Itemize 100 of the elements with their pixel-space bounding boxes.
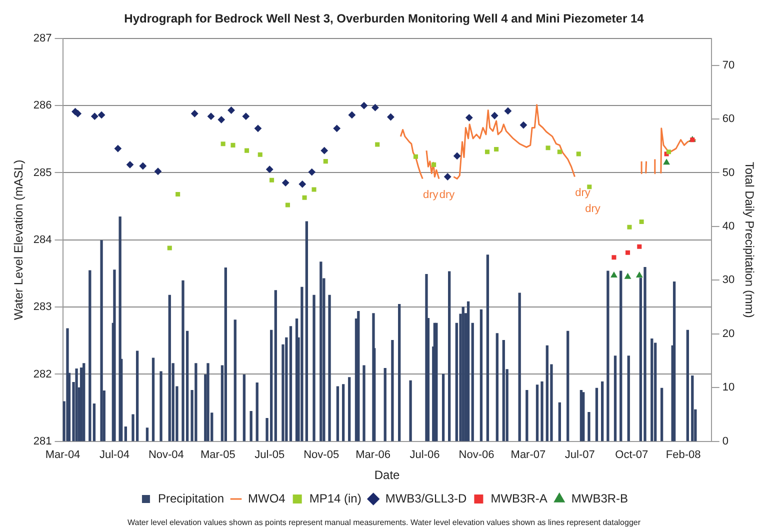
text: Water level elevation values shown as points represent manual measurements. Water level elevation values shown as lines represent datalogger — [127, 518, 641, 528]
point — [285, 202, 290, 208]
bar — [289, 326, 292, 442]
y2-tick-label: 60 — [722, 113, 735, 126]
bar — [168, 294, 171, 442]
bar — [627, 356, 630, 442]
x-tick-label: Jul-04 — [99, 449, 130, 462]
bar — [409, 380, 412, 442]
bar — [250, 410, 252, 442]
bar — [672, 281, 676, 442]
legend-label: MP14 (in) — [309, 491, 362, 506]
y2-tick-label: 40 — [722, 220, 735, 232]
y2-tick-label: 50 — [722, 166, 735, 179]
point — [432, 162, 436, 167]
point — [298, 180, 306, 188]
y2-axis-title: Total Daily Precipitation (mm) — [742, 162, 756, 318]
point — [333, 124, 340, 132]
point — [504, 107, 512, 114]
bar — [536, 384, 539, 442]
bar — [357, 311, 360, 442]
point — [91, 112, 98, 120]
point — [323, 159, 328, 164]
bar — [336, 386, 340, 442]
y-tick-label: 283 — [33, 301, 52, 314]
bar — [448, 271, 451, 442]
x-tick-label: Jul-07 — [564, 449, 595, 462]
bar — [348, 377, 351, 442]
point — [637, 244, 642, 249]
point — [612, 255, 616, 260]
point — [494, 146, 499, 152]
point — [348, 111, 356, 118]
bar — [614, 356, 617, 442]
y-tick-label: 284 — [33, 234, 52, 246]
point — [270, 178, 274, 182]
bar — [82, 363, 86, 442]
point — [154, 168, 162, 175]
bar — [136, 350, 139, 442]
legend-label: Precipitation — [158, 491, 224, 506]
x-tick-label: Jul-06 — [410, 449, 440, 462]
bar — [466, 301, 470, 442]
point — [663, 159, 670, 165]
x-tick-label: Nov-06 — [458, 449, 494, 462]
point — [220, 142, 226, 146]
bar — [194, 363, 198, 442]
x-axis-title: Date — [374, 468, 400, 482]
bar — [480, 309, 483, 442]
point — [360, 102, 368, 110]
y2-tick-label: 30 — [722, 274, 735, 286]
x-tick-label: Mar-06 — [356, 449, 390, 462]
point — [491, 112, 498, 120]
y2-tick-label: 20 — [722, 328, 735, 340]
point — [167, 246, 172, 250]
bar — [686, 330, 689, 442]
y-tick-label: 286 — [33, 100, 52, 112]
x-tick-label: Nov-05 — [304, 449, 340, 462]
bar — [320, 262, 322, 442]
bar — [486, 254, 490, 442]
bar — [595, 388, 598, 442]
point — [375, 142, 380, 147]
bar — [442, 374, 445, 442]
bar — [654, 342, 657, 442]
point — [372, 104, 379, 112]
bar — [80, 367, 83, 442]
bar — [691, 376, 694, 442]
point — [454, 152, 461, 160]
point — [624, 273, 631, 279]
bar — [274, 290, 277, 442]
x-tick-label: Nov-04 — [148, 449, 184, 462]
bar — [582, 392, 585, 442]
bar — [650, 338, 654, 442]
bar — [305, 221, 308, 442]
point — [557, 150, 562, 154]
point — [466, 114, 473, 122]
point — [576, 152, 581, 156]
point — [191, 110, 198, 118]
y2-tick-label: 70 — [722, 59, 735, 72]
bar — [206, 363, 210, 442]
point — [636, 272, 642, 278]
bar — [88, 270, 92, 442]
point — [126, 161, 134, 168]
point — [139, 162, 146, 170]
x-tick-label: Oct-07 — [615, 449, 648, 462]
point — [244, 148, 250, 153]
bar — [540, 381, 544, 442]
point — [520, 122, 527, 129]
point — [610, 272, 618, 278]
legend-label: MWB3R-B — [571, 491, 628, 506]
y2-tick-label: 10 — [722, 382, 735, 394]
bar — [518, 292, 521, 442]
bar — [398, 304, 401, 442]
bar — [256, 382, 258, 442]
point — [254, 124, 262, 132]
y-tick-label: 287 — [33, 32, 52, 44]
bar — [496, 333, 498, 442]
bar — [124, 426, 128, 442]
point — [308, 168, 316, 176]
bar — [391, 340, 394, 442]
point — [546, 146, 550, 150]
point — [176, 192, 180, 196]
point — [208, 112, 215, 120]
